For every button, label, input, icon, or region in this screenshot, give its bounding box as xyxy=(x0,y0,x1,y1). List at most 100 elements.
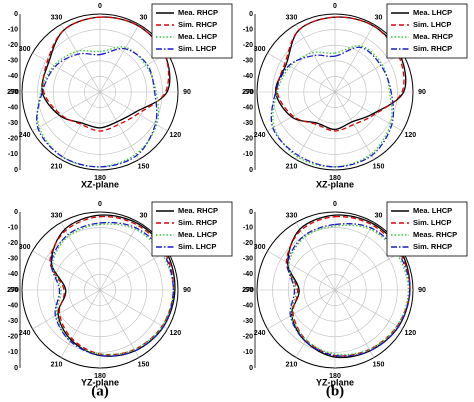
pattern-line xyxy=(36,47,158,168)
pattern-line xyxy=(42,16,170,132)
spoke xyxy=(334,91,375,160)
r-tick-label: -10 xyxy=(243,151,253,158)
r-tick-label: 0 xyxy=(249,365,253,372)
r-tick-label: -40 xyxy=(8,73,18,80)
angle-label: 180 xyxy=(94,373,106,380)
r-tick-label: -40 xyxy=(243,302,253,309)
legend-label: Sim. RHCP xyxy=(178,20,217,29)
r-tick-label: -30 xyxy=(243,256,253,263)
angle-label: 300 xyxy=(254,244,266,251)
pattern-line xyxy=(272,45,393,168)
angle-label: 330 xyxy=(286,14,298,21)
r-tick-label: -10 xyxy=(8,26,18,33)
angle-label: 30 xyxy=(375,14,383,21)
pattern-line xyxy=(288,224,409,356)
r-tick-label: -40 xyxy=(8,302,18,309)
legend-label: Meas. RHCP xyxy=(413,230,457,239)
pattern-line xyxy=(52,223,174,356)
angle-label: 150 xyxy=(138,361,150,368)
r-tick-label: -40 xyxy=(243,271,253,278)
angle-label: 210 xyxy=(51,163,63,170)
angle-label: 300 xyxy=(19,244,31,251)
angle-label: 330 xyxy=(51,14,63,21)
angle-label: 30 xyxy=(140,14,148,21)
angle-label: 300 xyxy=(254,46,266,53)
angle-label: 270 xyxy=(7,287,19,294)
angle-label: 240 xyxy=(254,132,266,139)
spoke xyxy=(99,289,168,330)
r-tick-label: -50 xyxy=(243,89,253,96)
r-tick-label: -20 xyxy=(8,240,18,247)
r-tick-label: -10 xyxy=(8,224,18,231)
spoke xyxy=(334,289,375,358)
angle-label: 150 xyxy=(373,163,385,170)
r-tick-label: -30 xyxy=(8,58,18,65)
angle-label: 120 xyxy=(405,330,417,337)
spoke xyxy=(60,289,101,358)
spoke xyxy=(267,289,336,330)
angle-label: 300 xyxy=(19,46,31,53)
spoke xyxy=(334,24,375,93)
r-tick-label: -50 xyxy=(243,287,253,294)
r-tick-label: 0 xyxy=(249,11,253,18)
legend-label: Sim. RHCP xyxy=(413,44,452,53)
spoke xyxy=(295,289,336,358)
angle-label: 90 xyxy=(418,287,426,294)
chart-title: YZ-plane xyxy=(316,377,354,387)
angle-label: 210 xyxy=(286,361,298,368)
spoke xyxy=(267,52,336,93)
r-tick-label: -20 xyxy=(243,334,253,341)
chart-title: XZ-plane xyxy=(316,179,354,189)
angle-label: 0 xyxy=(98,3,102,10)
angle-label: 0 xyxy=(333,201,337,208)
angle-label: 90 xyxy=(183,89,191,96)
pattern-line xyxy=(276,16,405,132)
r-tick-label: 0 xyxy=(14,11,18,18)
angle-label: 270 xyxy=(242,89,254,96)
angle-label: 180 xyxy=(329,175,341,182)
angle-label: 270 xyxy=(7,89,19,96)
spoke xyxy=(99,91,140,160)
r-tick-label: 0 xyxy=(249,209,253,216)
pattern-line xyxy=(270,46,395,168)
spoke xyxy=(99,222,140,291)
spoke xyxy=(60,222,101,291)
spoke xyxy=(32,250,101,291)
spoke xyxy=(99,250,168,291)
angle-label: 210 xyxy=(286,163,298,170)
legend-label: Sim. LHCP xyxy=(413,20,451,29)
r-tick-label: -40 xyxy=(8,271,18,278)
angle-label: 90 xyxy=(418,89,426,96)
r-tick-label: -40 xyxy=(243,73,253,80)
spoke xyxy=(267,250,336,291)
r-tick-label: -30 xyxy=(243,120,253,127)
legend-label: Mea. RHCP xyxy=(178,8,218,17)
spoke xyxy=(334,250,403,291)
spoke xyxy=(295,24,336,93)
angle-label: 30 xyxy=(375,212,383,219)
legend-label: Mea. LHCP xyxy=(413,8,452,17)
r-tick-label: -20 xyxy=(243,136,253,143)
r-tick-label: -10 xyxy=(243,224,253,231)
angle-label: 180 xyxy=(329,373,341,380)
r-tick-label: -10 xyxy=(8,151,18,158)
spoke xyxy=(295,222,336,291)
angle-label: 240 xyxy=(254,330,266,337)
angle-label: 120 xyxy=(405,132,417,139)
angle-label: 30 xyxy=(140,212,148,219)
legend-label: Sim. LHCP xyxy=(413,218,451,227)
spoke xyxy=(60,91,101,160)
angle-label: 120 xyxy=(170,330,182,337)
angle-label: 0 xyxy=(98,201,102,208)
legend-label: Mea. LHCP xyxy=(178,32,217,41)
angle-label: 180 xyxy=(94,175,106,182)
r-tick-label: -20 xyxy=(243,240,253,247)
chart-title: XZ-plane xyxy=(81,179,119,189)
r-tick-label: 0 xyxy=(14,167,18,174)
r-tick-label: -30 xyxy=(243,58,253,65)
legend-label: Mea. RHCP xyxy=(178,206,218,215)
r-tick-label: -20 xyxy=(8,136,18,143)
spoke xyxy=(99,24,140,93)
angle-label: 270 xyxy=(242,287,254,294)
